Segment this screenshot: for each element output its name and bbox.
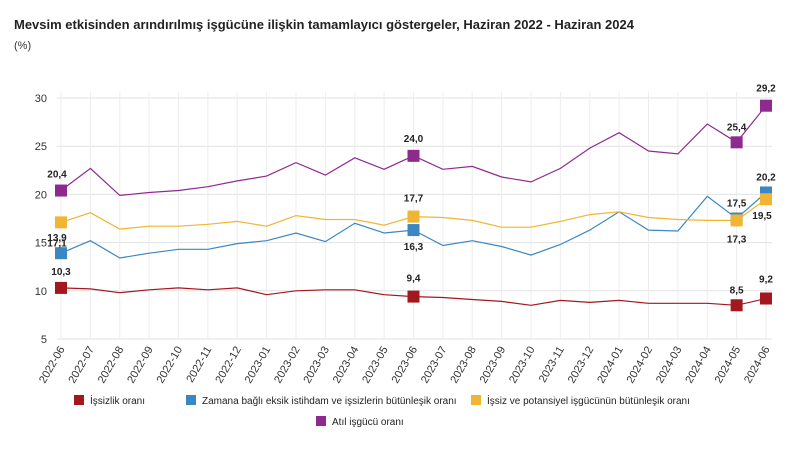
data-point-marker: [760, 193, 772, 206]
legend-label: İşsizlik oranı: [90, 394, 145, 407]
data-label: 16,3: [404, 242, 424, 253]
data-point-marker: [730, 299, 743, 312]
data-point-marker: [407, 210, 420, 223]
x-tick-label: 2024-04: [683, 345, 714, 386]
x-tick-label: 2023-11: [537, 345, 567, 385]
legend-swatch: [186, 395, 196, 405]
y-axis-unit-label: (%): [14, 40, 32, 52]
data-point-marker: [55, 184, 67, 197]
data-label: 17,5: [727, 199, 747, 210]
data-label: 10,3: [51, 267, 71, 278]
data-label: 20,2: [756, 172, 776, 183]
x-tick-label: 2024-06: [742, 345, 773, 386]
data-label: 13,9: [47, 233, 67, 244]
x-tick-label: 2022-06: [37, 345, 68, 386]
data-point-marker: [55, 216, 67, 229]
data-point-marker: [760, 99, 772, 112]
data-label: 19,5: [752, 211, 772, 222]
data-point-marker: [407, 224, 420, 237]
data-point-marker: [730, 214, 743, 227]
x-tick-label: 2022-10: [155, 345, 186, 386]
data-point-marker: [55, 247, 67, 260]
x-tick-label: 2023-10: [507, 345, 538, 386]
legend-label: İşsiz ve potansiyel işgücünün bütünleşik…: [487, 394, 690, 407]
data-label: 29,2: [756, 84, 776, 95]
y-tick-label: 5: [41, 334, 47, 346]
legend-swatch: [471, 395, 481, 405]
x-tick-label: 2024-02: [625, 345, 656, 386]
x-tick-label: 2024-01: [595, 345, 626, 386]
y-tick-label: 15: [35, 238, 47, 250]
y-tick-label: 10: [35, 286, 47, 298]
data-label: 8,5: [730, 285, 744, 296]
x-tick-label: 2023-03: [301, 345, 332, 386]
data-point-marker: [760, 292, 772, 305]
data-label: 17,7: [404, 194, 424, 205]
x-tick-label: 2022-08: [96, 345, 127, 386]
x-tick-label: 2023-07: [419, 345, 450, 386]
x-tick-label: 2023-09: [478, 345, 509, 386]
x-tick-label: 2024-03: [654, 345, 685, 386]
data-label: 9,4: [407, 274, 421, 285]
data-point-marker: [55, 281, 67, 294]
y-tick-label: 25: [35, 141, 47, 153]
x-tick-label: 2023-08: [448, 345, 479, 386]
data-label: 17,3: [727, 234, 747, 245]
legend-swatch: [316, 416, 326, 426]
x-tick-label: 2023-05: [360, 345, 391, 386]
legend-label: Atıl işgücü oranı: [332, 417, 404, 428]
data-label: 17,1: [47, 238, 67, 249]
y-tick-label: 20: [35, 189, 47, 201]
x-tick-label: 2023-04: [331, 345, 362, 386]
x-tick-label: 2022-11: [184, 345, 214, 385]
x-tick-label: 2022-07: [66, 345, 97, 386]
data-label: 9,2: [759, 275, 773, 286]
legend-swatch: [74, 395, 84, 405]
x-tick-label: 2023-12: [566, 345, 597, 386]
y-tick-label: 30: [35, 93, 47, 105]
x-tick-label: 2023-01: [243, 345, 274, 386]
data-label: 20,4: [47, 170, 67, 181]
data-point-marker: [730, 136, 743, 149]
data-point-marker: [407, 149, 420, 162]
x-tick-label: 2022-12: [213, 345, 244, 386]
data-point-marker: [407, 290, 420, 303]
x-tick-label: 2022-09: [125, 345, 156, 386]
chart-title: Mevsim etkisinden arındırılmış işgücüne …: [14, 17, 634, 32]
data-label: 25,4: [727, 122, 747, 133]
x-tick-label: 2023-06: [390, 345, 421, 386]
x-tick-label: 2023-02: [272, 345, 303, 386]
x-tick-label: 2024-05: [713, 345, 744, 386]
data-label: 24,0: [404, 134, 424, 145]
legend-label: Zamana bağlı eksik istihdam ve işsizleri…: [202, 396, 457, 407]
